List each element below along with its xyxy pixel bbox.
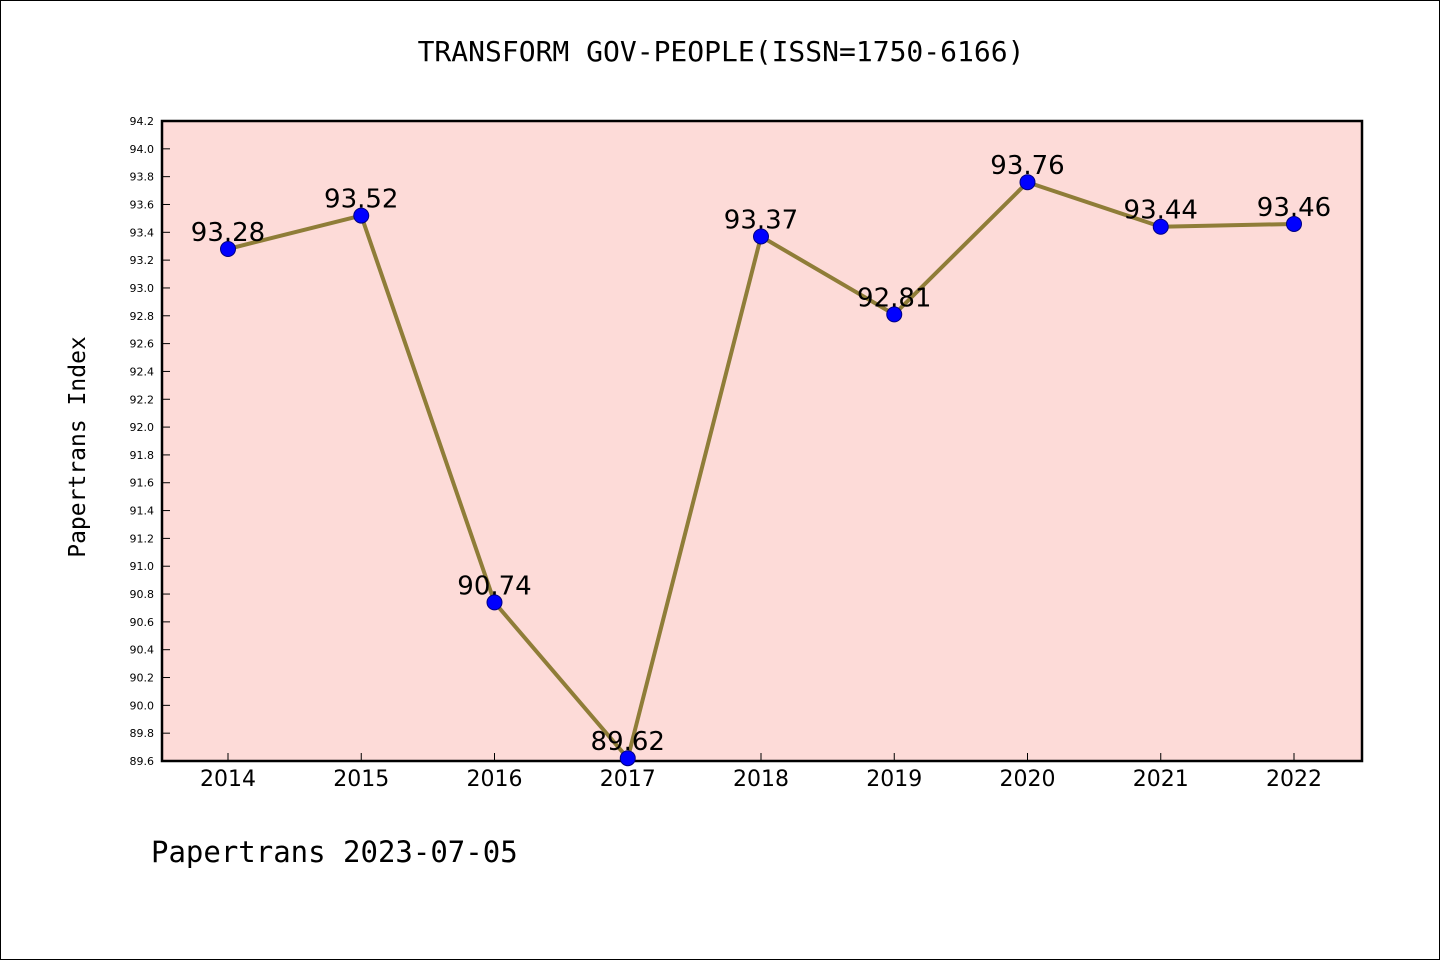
data-point <box>486 594 503 611</box>
x-tick-label: 2019 <box>866 767 922 792</box>
y-tick-label: 94.0 <box>130 143 155 156</box>
y-tick-label: 92.0 <box>130 421 155 434</box>
footer-note: Papertrans 2023-07-05 <box>151 835 518 869</box>
x-tick-label: 2015 <box>333 767 389 792</box>
y-axis: 89.6 89.8 90.0 90.2 90.4 90.6 90.8 91.0 91.2 91.4… <box>130 115 170 768</box>
y-tick-label: 92.6 <box>130 338 155 351</box>
y-tick-label: 89.6 <box>130 755 155 768</box>
x-tick-label: 2014 <box>200 767 256 792</box>
data-point <box>886 306 903 323</box>
y-tick-label: 93.6 <box>130 198 155 211</box>
y-tick-label: 90.8 <box>130 588 155 601</box>
x-tick-label: 2022 <box>1266 767 1322 792</box>
y-axis-title: Papertrans Index <box>65 336 91 558</box>
y-tick-label: 93.2 <box>130 254 155 267</box>
data-point <box>1019 174 1036 191</box>
data-labels-group: 93.28 93.52 90.74 89.62 93.37 92.81 93.76 93.44… <box>191 151 1331 757</box>
x-axis: 2014 2015 2016 2017 2018 2019 2020 2021 2022 <box>200 753 1322 792</box>
y-tick-label: 91.4 <box>130 505 155 518</box>
data-point <box>1286 215 1302 232</box>
y-tick-label: 92.4 <box>130 365 155 378</box>
y-tick-label: 91.2 <box>130 532 155 545</box>
data-point <box>353 207 370 224</box>
x-tick-label: 2016 <box>467 767 523 792</box>
data-point <box>619 750 636 767</box>
y-tick-label: 90.0 <box>130 699 155 712</box>
y-tick-label: 94.2 <box>130 115 155 128</box>
y-tick-label: 89.8 <box>130 727 155 740</box>
x-tick-label: 2021 <box>1133 767 1189 792</box>
x-tick-label: 2017 <box>600 767 656 792</box>
data-point <box>220 241 236 257</box>
data-label: 92.81 <box>857 283 931 313</box>
x-tick-label: 2020 <box>1000 767 1056 792</box>
data-label: 93.46 <box>1257 193 1331 223</box>
data-point <box>753 228 769 245</box>
data-label: 93.37 <box>724 205 798 235</box>
y-tick-label: 90.2 <box>130 672 155 685</box>
data-label: 93.52 <box>324 185 398 215</box>
data-point <box>1152 218 1169 235</box>
y-tick-label: 91.6 <box>130 477 155 490</box>
data-label: 90.74 <box>457 571 531 601</box>
data-label: 93.44 <box>1124 196 1198 226</box>
y-tick-label: 93.0 <box>130 282 155 295</box>
data-label: 93.76 <box>990 151 1064 181</box>
data-label: 93.28 <box>191 218 265 248</box>
chart-title: TRANSFORM GOV-PEOPLE(ISSN=1750-6166) <box>417 35 1025 68</box>
x-tick-label: 2018 <box>733 767 789 792</box>
y-tick-label: 93.8 <box>130 171 155 184</box>
y-tick-label: 90.4 <box>130 644 155 657</box>
y-tick-label: 92.2 <box>130 393 155 406</box>
y-tick-label: 90.6 <box>130 616 155 629</box>
series-group <box>220 174 1302 767</box>
y-tick-label: 93.4 <box>130 226 155 239</box>
y-tick-label: 91.0 <box>130 560 155 573</box>
y-tick-label: 92.8 <box>130 310 155 323</box>
y-tick-label: 91.8 <box>130 449 155 462</box>
data-label: 89.62 <box>591 727 665 757</box>
